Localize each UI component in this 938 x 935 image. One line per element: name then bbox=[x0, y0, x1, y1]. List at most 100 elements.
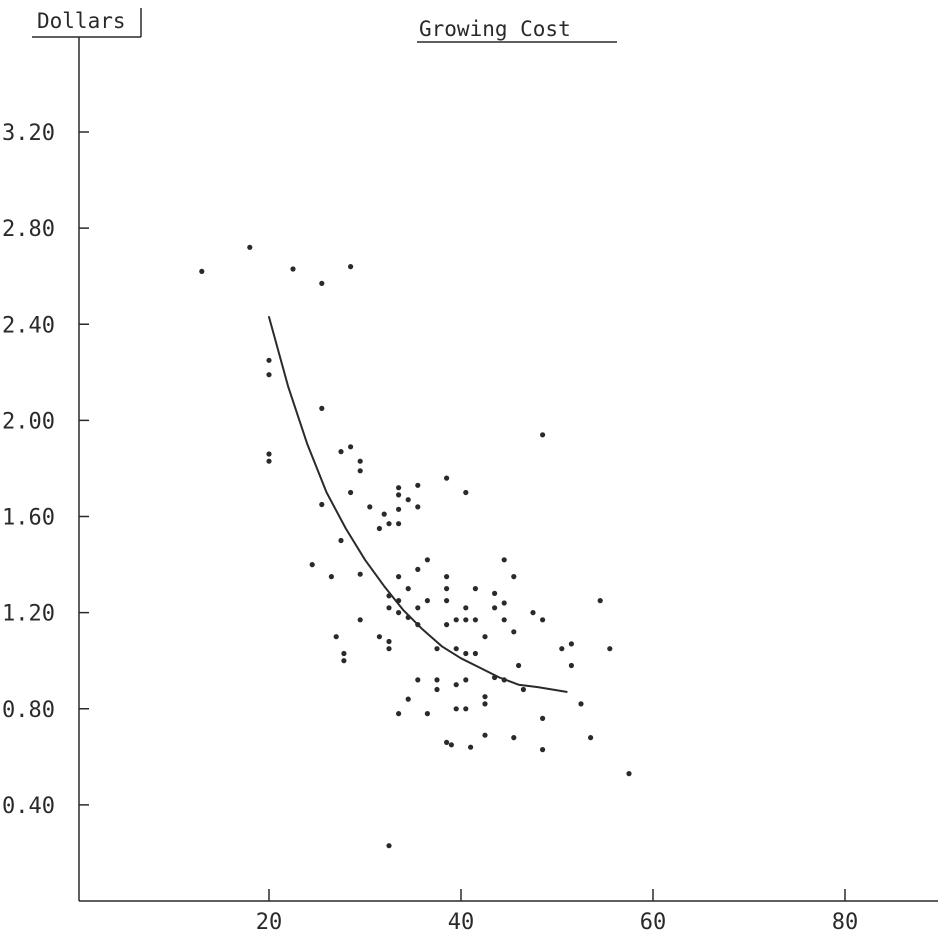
scatter-point bbox=[501, 617, 507, 623]
scatter-point bbox=[444, 598, 450, 604]
scatter-point bbox=[434, 677, 440, 683]
scatter-point bbox=[405, 497, 411, 503]
scatter-point bbox=[376, 634, 382, 640]
scatter-point bbox=[266, 458, 272, 464]
scatter-point bbox=[468, 744, 474, 750]
y-axis-ticks: 0.40 0.80 1.20 1.60 2.00 2.40 2.80 3.20 bbox=[2, 121, 89, 819]
x-tick-label: 40 bbox=[448, 910, 475, 935]
y-tick-label: 1.60 bbox=[2, 506, 55, 531]
x-tick-label: 60 bbox=[640, 910, 667, 935]
x-tick-label: 80 bbox=[832, 910, 859, 935]
scatter-point bbox=[367, 504, 373, 510]
scatter-point bbox=[501, 677, 507, 683]
x-tick-label: 20 bbox=[256, 910, 283, 935]
scatter-point bbox=[444, 622, 450, 628]
scatter-point bbox=[472, 617, 478, 623]
scatter-point bbox=[348, 444, 354, 450]
scatter-point bbox=[501, 557, 507, 563]
scatter-point bbox=[319, 501, 325, 508]
scatter-point bbox=[415, 504, 421, 510]
scatter-point bbox=[396, 521, 402, 527]
scatter-point bbox=[386, 521, 392, 527]
scatter-point bbox=[415, 677, 421, 683]
scatter-point bbox=[424, 711, 430, 717]
scatter-point bbox=[511, 629, 517, 635]
scatter-point bbox=[463, 677, 469, 683]
chart-title: Growing Cost bbox=[419, 17, 571, 41]
scatter-point bbox=[540, 715, 546, 722]
scatter-point bbox=[405, 586, 411, 592]
scatter-point bbox=[386, 646, 392, 652]
scatter-point bbox=[472, 650, 478, 657]
scatter-point bbox=[463, 617, 469, 623]
scatter-point bbox=[424, 598, 430, 604]
scatter-point bbox=[396, 610, 402, 616]
scatter-point bbox=[386, 843, 392, 849]
scatter-point bbox=[463, 489, 469, 496]
scatter-point bbox=[199, 268, 205, 274]
scatter-point bbox=[386, 638, 392, 645]
scatter-point bbox=[415, 605, 421, 611]
scatter-point bbox=[341, 650, 347, 657]
scatter-point bbox=[492, 674, 498, 681]
scatter-point bbox=[444, 475, 450, 481]
scatter-point bbox=[463, 605, 469, 611]
scatter-point bbox=[309, 562, 315, 568]
scatter-point bbox=[511, 735, 517, 741]
scatter-point bbox=[453, 617, 459, 623]
scatter-point bbox=[597, 598, 603, 604]
scatter-point bbox=[357, 468, 363, 474]
scatter-point bbox=[247, 244, 253, 250]
scatter-point bbox=[540, 617, 546, 623]
y-axis-label: Dollars bbox=[37, 9, 126, 33]
scatter-point bbox=[266, 451, 272, 457]
scatter-point bbox=[266, 372, 272, 378]
y-tick-label: 2.00 bbox=[2, 409, 55, 434]
scatter-point bbox=[266, 357, 272, 363]
scatter-point bbox=[319, 405, 325, 411]
scatter-point bbox=[357, 458, 363, 464]
scatter-points-layer bbox=[199, 244, 632, 849]
scatter-point bbox=[492, 605, 498, 611]
scatter-point bbox=[444, 574, 450, 580]
scatter-point bbox=[396, 598, 402, 604]
scatter-point bbox=[396, 574, 402, 580]
scatter-point bbox=[588, 735, 594, 741]
scatter-point bbox=[415, 482, 421, 488]
scatter-point bbox=[501, 600, 507, 606]
scatter-point bbox=[357, 617, 363, 623]
fitted-curve-layer bbox=[268, 316, 568, 693]
scatter-point bbox=[453, 682, 459, 688]
scatter-point bbox=[348, 489, 354, 496]
scatter-point bbox=[540, 747, 546, 753]
scatter-point bbox=[540, 432, 546, 438]
scatter-point bbox=[482, 701, 488, 707]
scatter-point bbox=[381, 511, 387, 517]
scatter-point bbox=[482, 634, 488, 640]
scatter-point bbox=[386, 605, 392, 611]
scatter-point bbox=[338, 449, 344, 455]
x-axis-ticks: 20 40 60 80 bbox=[256, 889, 859, 935]
scatter-point bbox=[472, 586, 478, 592]
y-tick-label: 1.20 bbox=[2, 602, 55, 627]
scatter-point bbox=[396, 711, 402, 717]
scatter-point bbox=[405, 696, 411, 702]
scatter-point bbox=[396, 506, 402, 512]
scatter-point bbox=[482, 732, 488, 738]
scatter-point bbox=[396, 485, 402, 491]
scatter-point bbox=[492, 590, 498, 597]
scatter-point bbox=[626, 771, 632, 777]
scatter-point bbox=[453, 646, 459, 652]
scatter-point bbox=[516, 662, 522, 669]
scatter-point bbox=[424, 557, 430, 563]
scatter-point bbox=[434, 686, 440, 693]
scatter-point bbox=[348, 264, 354, 270]
scatter-point bbox=[482, 694, 488, 700]
y-tick-label: 2.40 bbox=[2, 313, 55, 338]
scatter-point bbox=[444, 739, 450, 746]
scatter-point bbox=[341, 658, 347, 664]
scatter-point bbox=[568, 641, 575, 647]
scatter-point bbox=[448, 742, 454, 748]
scatter-point bbox=[607, 646, 613, 652]
